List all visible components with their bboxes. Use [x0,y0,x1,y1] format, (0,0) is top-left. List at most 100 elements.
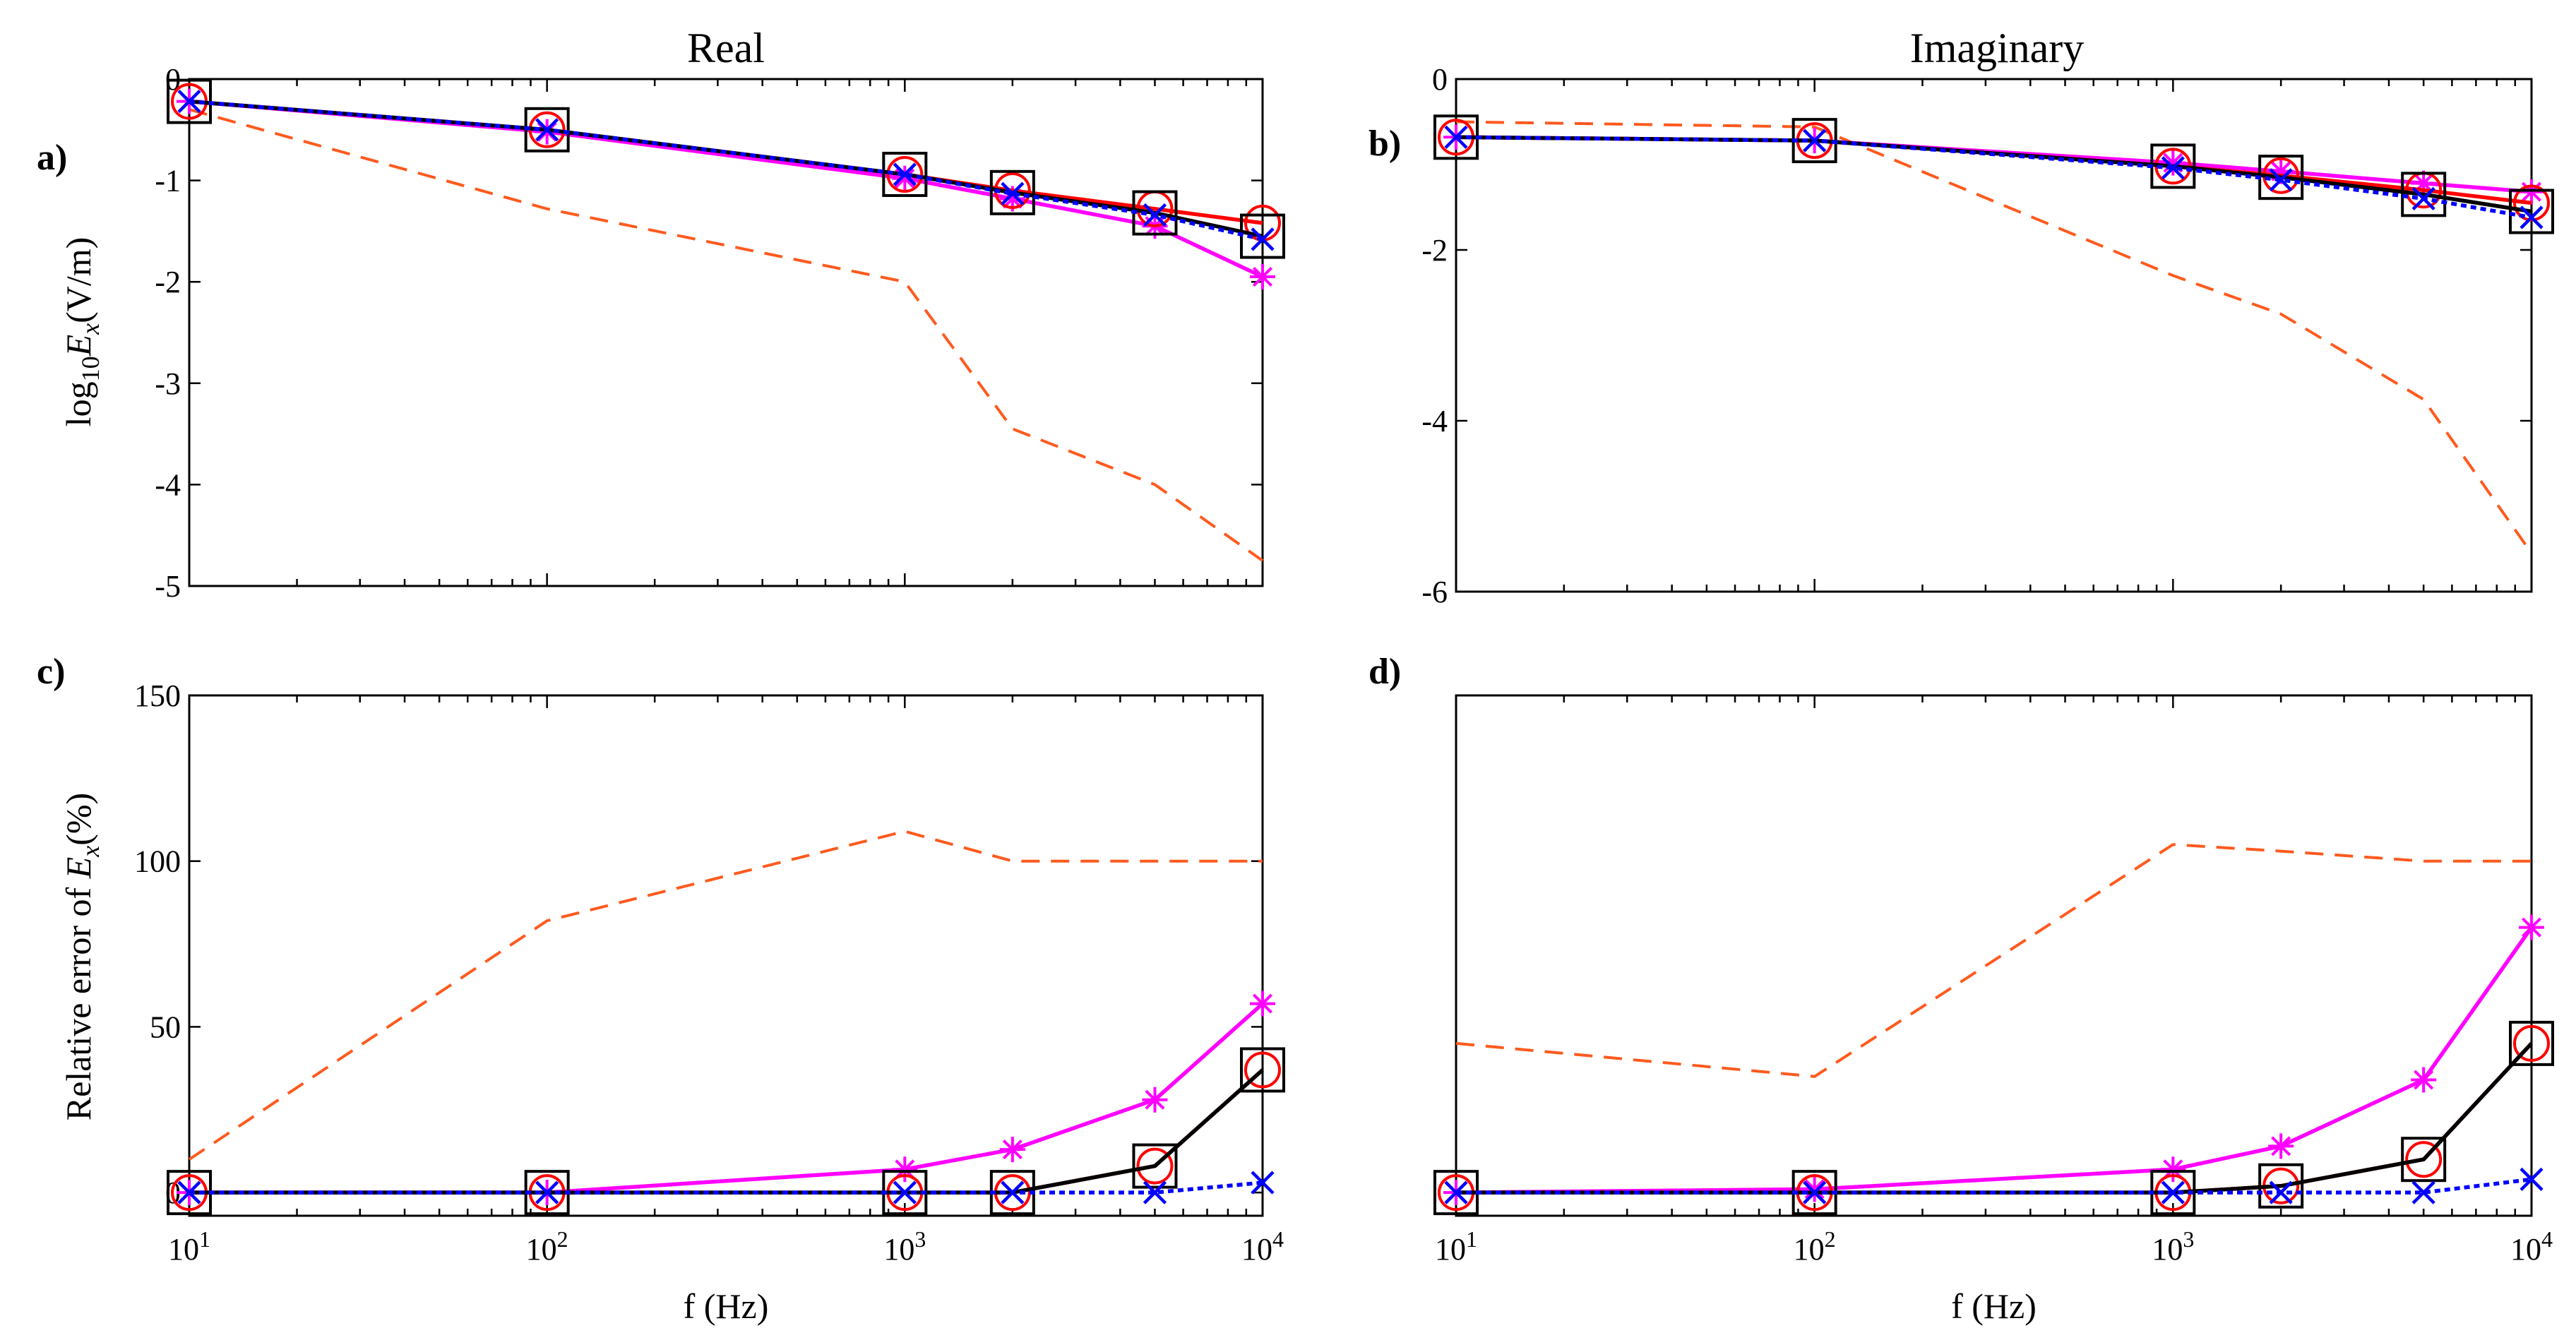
data-point-x [535,1180,559,1204]
y-tick-label: -5 [155,569,181,604]
ylabel-subscript: x [76,323,105,335]
data-point-x [2520,205,2544,229]
x-tick-label: 104 [1241,1226,1284,1267]
data-point-square [989,169,1035,215]
ylabel-part: (V/m) [59,237,98,323]
data-point-asterisk [999,186,1025,212]
series-method-c [177,90,1275,251]
data-point-x [1803,1180,1827,1204]
series-method-b [177,88,1275,290]
data-point-asterisk [892,1156,918,1183]
series-method-b [1443,124,2544,205]
series-method-d [1455,843,2532,1078]
y-tick-label: -4 [1421,404,1448,438]
x-tick-exponent: 4 [1272,1226,1284,1252]
data-point-asterisk [1250,991,1275,1017]
y-tick-label: 50 [150,1010,181,1044]
ylabel-part: log [59,381,98,426]
x-tick-base: 10 [1241,1232,1272,1267]
series-method-c [1444,1167,2544,1204]
panel-label: c) [37,652,65,692]
data-point-asterisk [1250,264,1275,290]
data-point-circle [2405,1141,2443,1178]
series-method-c [1444,125,2544,229]
data-point-x [2520,1167,2544,1191]
series-line [189,99,1264,279]
axes-box [1455,78,2533,593]
data-point-asterisk [2519,914,2544,940]
data-point-x [1444,125,1468,149]
y-tick-label: 150 [134,678,181,713]
data-point-asterisk [2160,1156,2186,1183]
data-point-x [1251,1171,1275,1195]
ylabel-part: Relative error of [59,878,98,1120]
x-axis-label: f (Hz) [1951,1286,2037,1326]
series-method-a [1438,119,2550,222]
series-method-d [189,108,1264,562]
x-tick-label: 104 [2510,1226,2553,1267]
x-tick-exponent: 3 [914,1226,926,1252]
series-line [1456,1042,2534,1195]
data-point-x [893,1180,917,1204]
y-tick-label: -2 [155,265,181,299]
series-line [189,108,1264,562]
data-point-x [1251,227,1275,251]
y-tick-label: -6 [1421,575,1448,609]
data-point-x [1001,181,1025,205]
x-axis-label: f (Hz) [684,1286,769,1326]
series-reference [167,1047,1285,1216]
series-method-b [1443,914,2544,1206]
data-point-x [2161,156,2185,180]
data-point-x [2269,1180,2293,1204]
series-line [1455,926,2534,1195]
series-line [189,99,1263,241]
data-point-x [535,118,559,142]
column-title-real: Real [687,25,765,71]
data-point-square [2401,1137,2447,1183]
data-point-x [177,90,201,114]
data-point-square [2509,189,2554,234]
x-tick-base: 10 [883,1232,914,1267]
data-point-x [1803,128,1827,152]
series-line [189,1002,1264,1195]
ylabel-subscript: x [76,846,105,858]
data-point-asterisk [1142,1087,1168,1113]
data-point-x [177,1180,201,1204]
series-line [189,1180,1263,1195]
x-tick-base: 10 [1794,1232,1825,1267]
x-tick-label: 101 [1435,1226,1477,1267]
axes-box [188,694,1264,1217]
column-title-imaginary: Imaginary [1910,25,2085,71]
ylabel-part: (%) [59,793,98,846]
x-tick-exponent: 2 [557,1226,568,1252]
y-tick-label: -4 [155,467,181,502]
data-point-square [1132,1143,1178,1189]
data-point-x [2269,168,2293,192]
data-point-asterisk [2268,158,2294,184]
x-tick-label: 102 [1794,1226,1836,1267]
data-point-circle [2513,1024,2550,1062]
data-point-x [2411,1180,2435,1204]
data-point-asterisk [2411,1067,2437,1093]
x-tick-base: 10 [1435,1232,1466,1267]
x-tick-label: 101 [168,1226,210,1267]
data-point-x [1143,203,1167,227]
data-point-asterisk [892,165,918,191]
x-tick-label: 102 [526,1226,568,1267]
axes-box [188,78,1264,587]
x-tick-exponent: 1 [199,1226,210,1252]
series-method-a [171,1051,1281,1212]
series-line [188,830,1263,1161]
data-point-circle [1244,1051,1281,1089]
x-tick-base: 10 [168,1232,199,1267]
ylabel-symbol: E [59,335,98,357]
series-method-d [188,830,1263,1161]
data-point-asterisk [2519,179,2544,205]
x-tick-base: 10 [2152,1232,2183,1267]
axes-box [1455,694,2533,1217]
data-point-asterisk [2268,1133,2294,1159]
data-point-square [1240,1047,1285,1093]
